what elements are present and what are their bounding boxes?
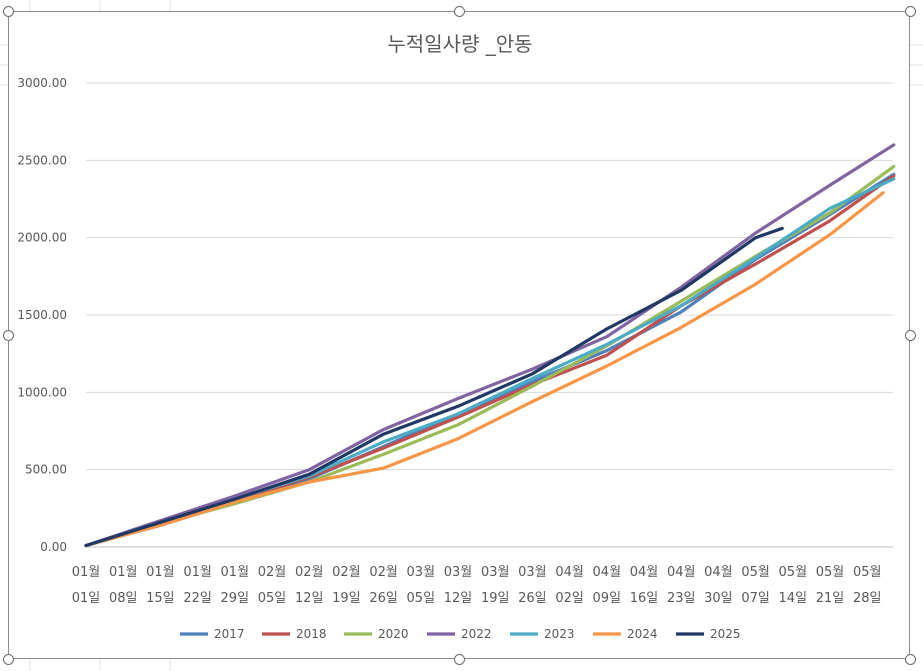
x-tick-label-month: 02월 bbox=[295, 565, 324, 580]
y-tick-label: 0.00 bbox=[40, 540, 67, 554]
legend: 2017 2018 2020 2022 2023 2024 2025 bbox=[180, 627, 741, 641]
y-tick-label: 3000.00 bbox=[17, 76, 67, 90]
legend-label-2023: 2023 bbox=[544, 627, 575, 641]
x-tick-label-month: 04월 bbox=[630, 565, 659, 580]
x-tick-label-day: 08일 bbox=[109, 591, 138, 606]
x-tick-label-month: 02월 bbox=[332, 565, 361, 580]
resize-handle-middle-right[interactable] bbox=[905, 330, 916, 341]
y-tick-label: 1000.00 bbox=[17, 385, 67, 399]
resize-handle-top-left[interactable] bbox=[3, 6, 14, 17]
x-tick-label-day: 14일 bbox=[779, 591, 808, 606]
x-tick-label-month: 05월 bbox=[779, 565, 808, 580]
x-tick-label-month: 03월 bbox=[444, 565, 473, 580]
x-tick-label-month: 03월 bbox=[518, 565, 547, 580]
x-tick-label-day: 02일 bbox=[555, 591, 584, 606]
x-tick-label-month: 04월 bbox=[593, 565, 622, 580]
x-tick-label-day: 15일 bbox=[146, 591, 175, 606]
legend-label-2017: 2017 bbox=[214, 627, 245, 641]
y-axis: 0.00 500.00 1000.00 1500.00 2000.00 2500.00 30… bbox=[17, 76, 67, 554]
x-tick-label-month: 01월 bbox=[109, 565, 138, 580]
resize-handle-top-right[interactable] bbox=[905, 6, 916, 17]
x-tick-label-day: 22일 bbox=[183, 591, 212, 606]
x-tick-label-day: 26일 bbox=[369, 591, 398, 606]
y-tick-label: 1500.00 bbox=[17, 308, 67, 322]
series-line-2024[interactable] bbox=[84, 191, 885, 548]
x-tick-label-day: 26일 bbox=[518, 591, 547, 606]
series-line-2023[interactable] bbox=[84, 177, 896, 548]
x-tick-label-day: 23일 bbox=[667, 591, 696, 606]
legend-label-2018: 2018 bbox=[296, 627, 327, 641]
x-tick-label-day: 28일 bbox=[853, 591, 882, 606]
x-tick-label-month: 01월 bbox=[183, 565, 212, 580]
x-tick-label-day: 29일 bbox=[221, 591, 250, 606]
series-line-2017[interactable] bbox=[84, 172, 896, 548]
x-tick-label-day: 05일 bbox=[407, 591, 436, 606]
x-tick-label-day: 12일 bbox=[444, 591, 473, 606]
y-tick-label: 2000.00 bbox=[17, 231, 67, 245]
x-tick-label-day: 21일 bbox=[816, 591, 845, 606]
series-line-2022[interactable] bbox=[84, 143, 896, 548]
x-tick-label-month: 05월 bbox=[816, 565, 845, 580]
resize-handle-middle-left[interactable] bbox=[3, 330, 14, 341]
x-tick-label-month: 02월 bbox=[369, 565, 398, 580]
legend-label-2025: 2025 bbox=[710, 627, 741, 641]
x-tick-label-month: 03월 bbox=[407, 565, 436, 580]
series-line-2025[interactable] bbox=[84, 226, 784, 548]
x-tick-label-day: 09일 bbox=[593, 591, 622, 606]
legend-label-2024: 2024 bbox=[627, 627, 658, 641]
x-tick-label-month: 02월 bbox=[258, 565, 287, 580]
x-tick-label-day: 07일 bbox=[741, 591, 770, 606]
resize-handle-bottom-center[interactable] bbox=[454, 654, 465, 665]
x-tick-label-month: 01월 bbox=[72, 565, 101, 580]
y-gridlines bbox=[86, 82, 893, 548]
y-tick-label: 500.00 bbox=[25, 463, 67, 477]
resize-handle-bottom-left[interactable] bbox=[3, 654, 14, 665]
legend-label-2020: 2020 bbox=[378, 627, 409, 641]
x-tick-label-day: 19일 bbox=[481, 591, 510, 606]
x-tick-label-day: 19일 bbox=[332, 591, 361, 606]
x-tick-label-month: 03월 bbox=[481, 565, 510, 580]
x-tick-label-day: 12일 bbox=[295, 591, 324, 606]
x-tick-label-day: 16일 bbox=[630, 591, 659, 606]
x-tick-label-month: 04월 bbox=[704, 565, 733, 580]
resize-handle-bottom-right[interactable] bbox=[905, 654, 916, 665]
x-tick-label-day: 05일 bbox=[258, 591, 287, 606]
resize-handle-top-center[interactable] bbox=[454, 6, 465, 17]
x-tick-label-month: 01월 bbox=[146, 565, 175, 580]
x-tick-label-month: 05월 bbox=[853, 565, 882, 580]
series-lines bbox=[84, 143, 896, 548]
x-tick-label-month: 01월 bbox=[221, 565, 250, 580]
x-axis: 01월 01일 01월 08일 01월 15일 01월 22일 01월 29일 02월 05일 02월 1… bbox=[72, 565, 882, 606]
x-tick-label-day: 30일 bbox=[704, 591, 733, 606]
x-tick-label-month: 05월 bbox=[741, 565, 770, 580]
chart-title: 누적일사량 _안동 bbox=[387, 32, 532, 56]
x-tick-label-month: 04월 bbox=[667, 565, 696, 580]
chart-frame[interactable] bbox=[8, 11, 910, 659]
y-tick-label: 2500.00 bbox=[17, 153, 67, 167]
legend-label-2022: 2022 bbox=[461, 627, 492, 641]
x-tick-label-month: 04월 bbox=[555, 565, 584, 580]
x-tick-label-day: 01일 bbox=[72, 591, 101, 606]
